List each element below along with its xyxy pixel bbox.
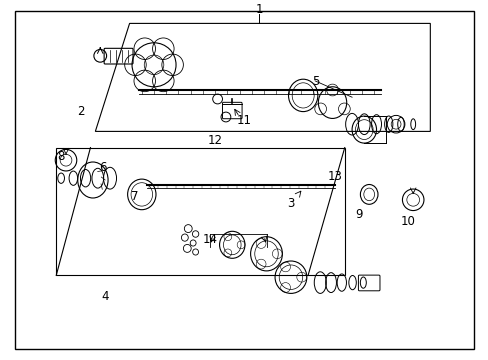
Text: 10: 10: [400, 215, 415, 228]
Text: 11: 11: [237, 114, 251, 127]
Text: 2: 2: [77, 105, 84, 118]
Text: 4: 4: [101, 291, 109, 303]
Text: 7: 7: [130, 190, 138, 203]
Text: 5: 5: [311, 75, 319, 87]
Text: 8: 8: [57, 150, 65, 163]
Text: 1: 1: [255, 3, 263, 15]
Text: 3: 3: [286, 197, 294, 210]
Text: 14: 14: [203, 233, 217, 246]
Text: 6: 6: [99, 161, 106, 174]
Text: 13: 13: [327, 170, 342, 183]
Text: 9: 9: [355, 208, 363, 221]
Text: 12: 12: [207, 134, 222, 147]
